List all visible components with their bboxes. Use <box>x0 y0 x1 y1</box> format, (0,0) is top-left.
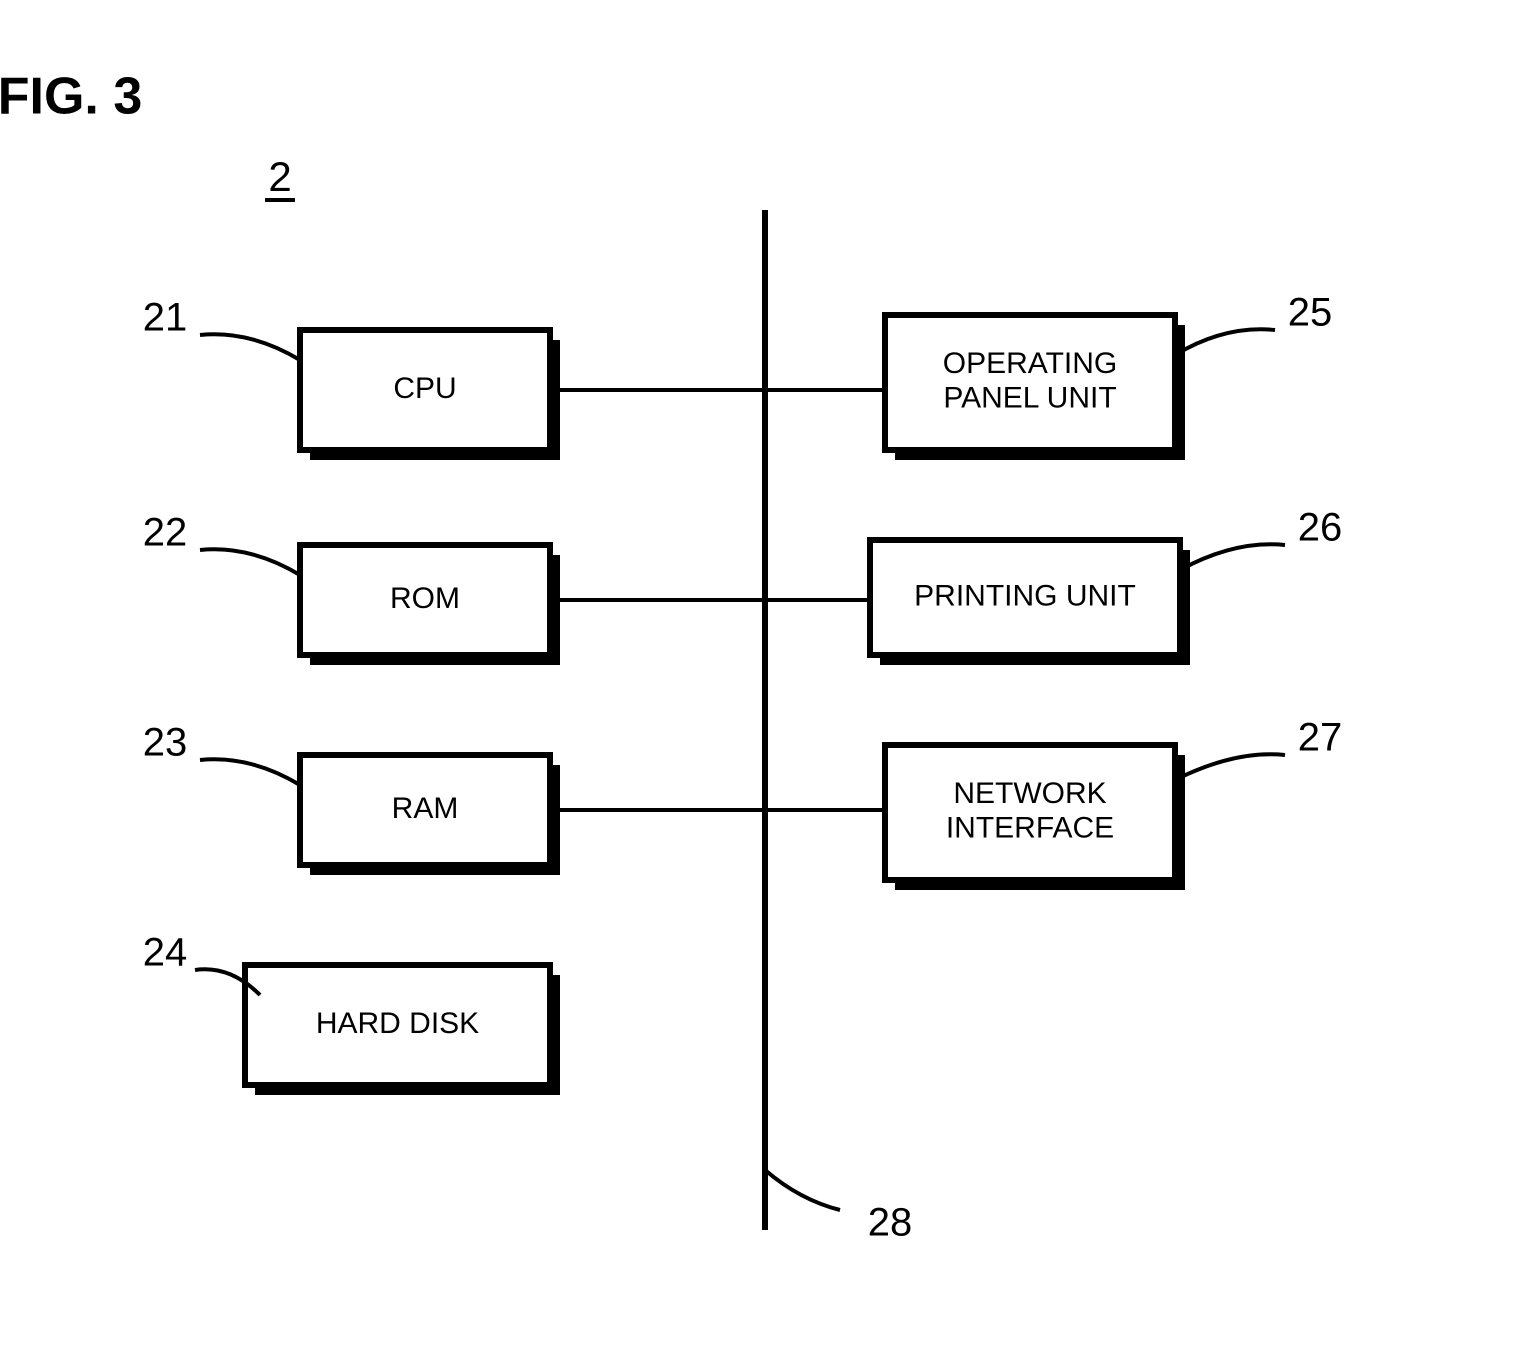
block-label: ROM <box>390 582 460 615</box>
block-ref-lead <box>200 334 300 360</box>
bus-ref-label: 28 <box>868 1201 913 1245</box>
block-netif: NETWORKINTERFACE <box>885 745 1185 890</box>
figure-title: FIG. 3 <box>0 68 142 126</box>
block-label: HARD DISK <box>316 1007 479 1040</box>
block-ref-label: 26 <box>1298 506 1343 550</box>
block-ref-lead <box>1175 754 1285 780</box>
block-ram: RAM <box>300 755 560 875</box>
block-ref-label: 25 <box>1288 291 1333 335</box>
block-label: OPERATING <box>943 347 1117 380</box>
block-label: PRINTING UNIT <box>914 579 1136 612</box>
block-label: RAM <box>392 792 459 825</box>
block-label: PANEL UNIT <box>943 382 1116 415</box>
block-ref-label: 27 <box>1298 716 1343 760</box>
block-printing: PRINTING UNIT <box>870 540 1190 665</box>
block-cpu: CPU <box>300 330 560 460</box>
block-op_panel: OPERATINGPANEL UNIT <box>885 315 1185 460</box>
block-label: CPU <box>393 372 456 405</box>
block-ref-lead <box>1175 329 1275 355</box>
system-ref-label: 2 <box>268 153 291 200</box>
block-ref-label: 23 <box>143 721 188 765</box>
block-ref-label: 24 <box>143 931 188 975</box>
block-ref-label: 22 <box>143 511 188 555</box>
block-label: INTERFACE <box>946 812 1114 845</box>
bus-ref-lead <box>765 1170 840 1210</box>
block-ref-label: 21 <box>143 296 188 340</box>
block-label: NETWORK <box>953 777 1106 810</box>
block-hdd: HARD DISK <box>245 965 560 1095</box>
figure-diagram: FIG. 3 2 28 CPU 21 ROM 22 RAM 23 HARD DISK 24 OPERA… <box>0 0 1530 1360</box>
block-rom: ROM <box>300 545 560 665</box>
block-ref-lead <box>200 759 300 785</box>
block-ref-lead <box>200 549 300 575</box>
block-ref-lead <box>1180 544 1285 570</box>
